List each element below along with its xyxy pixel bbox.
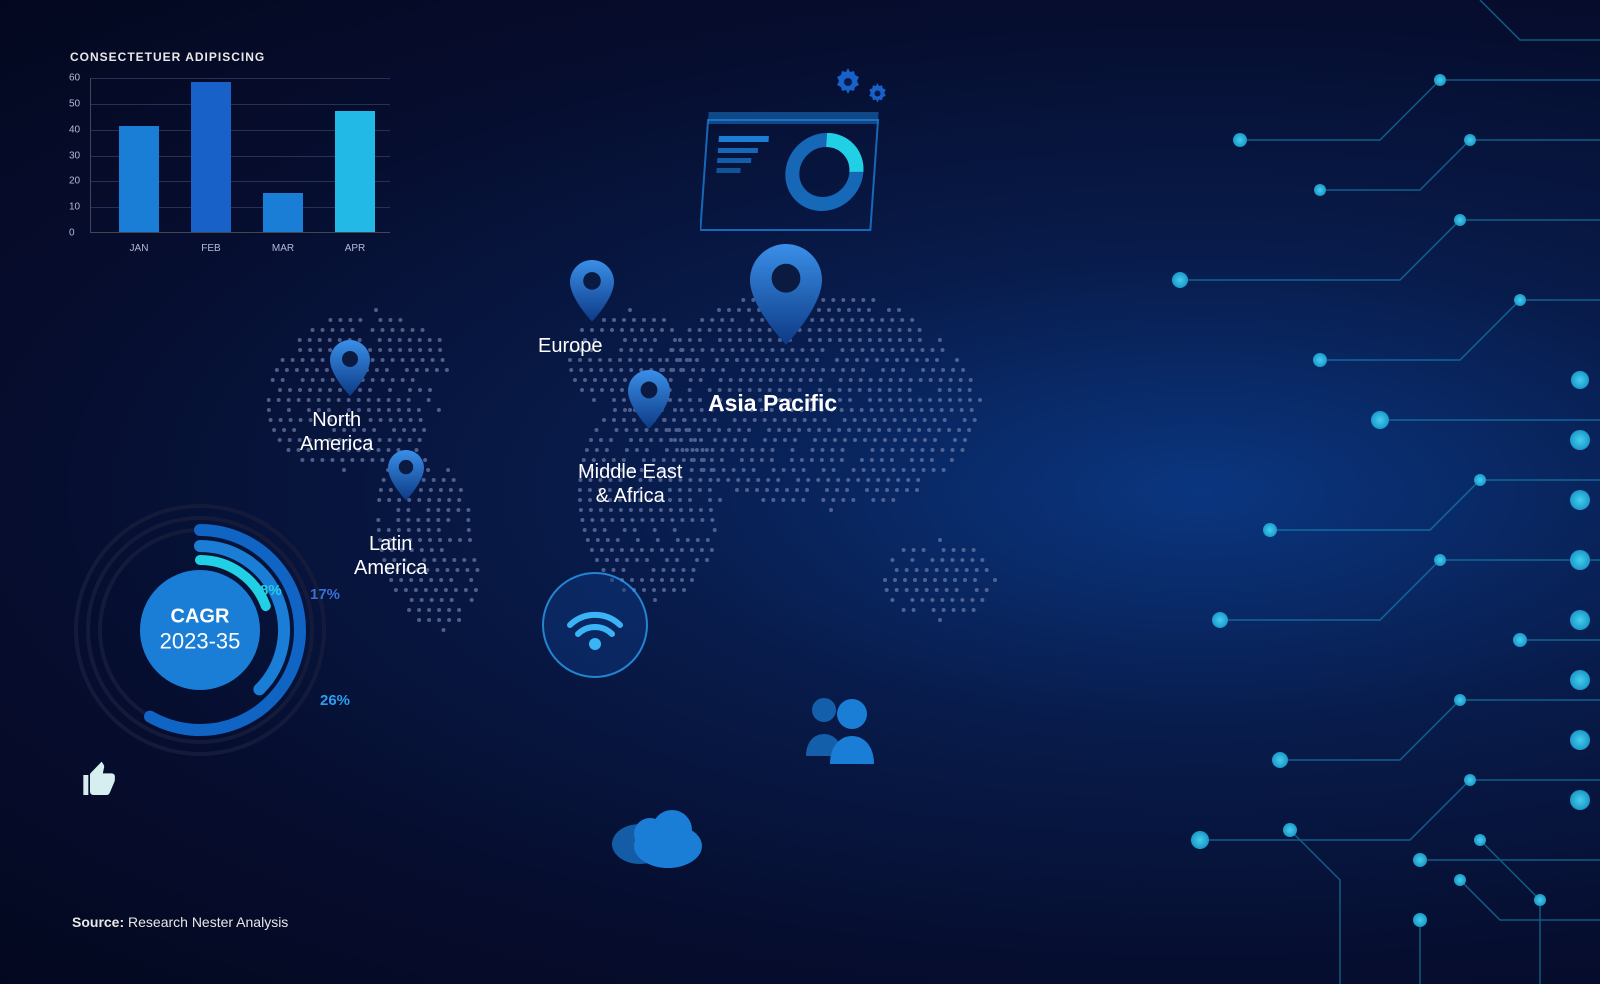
map-pin-middle-east-africa bbox=[628, 370, 670, 429]
bar-chart-ytick: 0 bbox=[69, 228, 75, 239]
map-pin-asia-pacific bbox=[750, 244, 822, 345]
bar-chart-ytick: 50 bbox=[69, 98, 80, 109]
dashboard-icon bbox=[700, 92, 890, 242]
bar-chart-ytick: 60 bbox=[69, 73, 80, 84]
cloud-icon bbox=[600, 800, 710, 870]
region-label-asia-pacific: Asia Pacific bbox=[708, 390, 837, 418]
bar-chart-ytick: 20 bbox=[69, 176, 80, 187]
donut-center-label: CAGR 2023-35 bbox=[160, 606, 241, 655]
source-prefix: Source: bbox=[72, 914, 124, 930]
map-dots bbox=[260, 240, 1090, 670]
world-map: NorthAmerica LatinAmerica Europe Middle … bbox=[260, 240, 1090, 670]
bar-chart-gridline bbox=[91, 104, 390, 105]
bar-chart-ytick: 10 bbox=[69, 202, 80, 213]
bar-jan bbox=[119, 126, 159, 232]
bar-feb bbox=[191, 82, 231, 232]
bar-chart-plot: 0102030405060JANFEBMARAPR bbox=[90, 78, 390, 233]
donut-period-label: 2023-35 bbox=[160, 629, 241, 655]
wifi-icon bbox=[540, 570, 650, 680]
people-icon bbox=[790, 690, 886, 768]
map-pin-latin-america bbox=[388, 450, 424, 500]
bar-chart-gridline bbox=[91, 78, 390, 79]
donut-cagr-label: CAGR bbox=[160, 606, 241, 629]
source-text: Research Nester Analysis bbox=[128, 914, 288, 930]
bar-chart-xtick: JAN bbox=[130, 243, 149, 254]
bar-chart: CONSECTETUER ADIPISCING 0102030405060JAN… bbox=[70, 50, 390, 270]
map-pin-europe bbox=[570, 260, 614, 322]
bar-chart-ytick: 40 bbox=[69, 124, 80, 135]
map-pin-north-america bbox=[330, 340, 370, 396]
region-label-latin-america: LatinAmerica bbox=[354, 532, 427, 580]
bar-chart-xtick: FEB bbox=[201, 243, 220, 254]
donut-pct-label: 26% bbox=[320, 692, 350, 709]
thumbs-up-icon bbox=[80, 760, 120, 800]
gears-icon bbox=[830, 64, 894, 112]
bar-mar bbox=[263, 193, 303, 232]
source-line: Source: Research Nester Analysis bbox=[72, 914, 288, 930]
bar-chart-ytick: 30 bbox=[69, 150, 80, 161]
bar-chart-title: CONSECTETUER ADIPISCING bbox=[70, 50, 390, 64]
region-label-middle-east-africa: Middle East& Africa bbox=[578, 460, 683, 508]
region-label-north-america: NorthAmerica bbox=[300, 408, 373, 456]
region-label-europe: Europe bbox=[538, 334, 603, 358]
bar-apr bbox=[335, 111, 375, 232]
